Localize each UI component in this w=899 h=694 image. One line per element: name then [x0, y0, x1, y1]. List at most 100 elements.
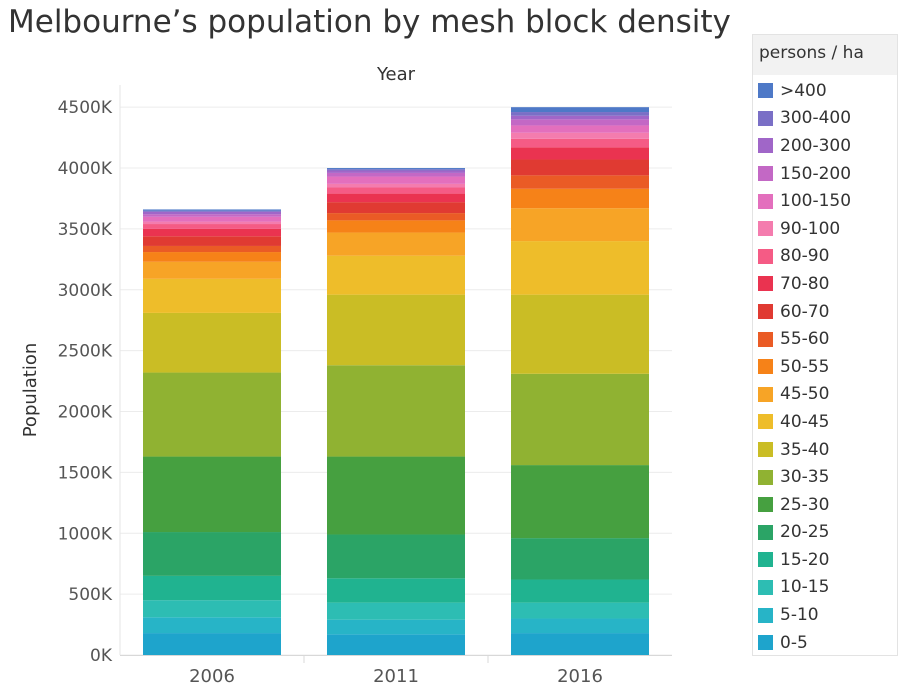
legend-swatch: [758, 359, 773, 375]
bar-segment: [143, 228, 281, 237]
legend-item[interactable]: 0-5: [753, 629, 897, 657]
bar-segment: [511, 125, 649, 133]
x-tick-label: 2011: [373, 666, 419, 687]
legend-label: 150-200: [780, 163, 852, 184]
bar-segment: [327, 183, 465, 188]
x-tick-label: 2006: [189, 666, 235, 687]
legend-title: persons / ha: [753, 35, 897, 75]
legend-swatch: [758, 579, 773, 595]
bar-segment: [327, 220, 465, 233]
legend-label: 55-60: [780, 329, 830, 350]
legend-item[interactable]: 70-80: [753, 270, 897, 298]
legend-item[interactable]: 50-55: [753, 353, 897, 381]
bar-segment: [143, 372, 281, 457]
bar-segment: [143, 532, 281, 576]
legend-label: 60-70: [780, 301, 830, 322]
legend-item[interactable]: 55-60: [753, 325, 897, 353]
legend-item[interactable]: 25-30: [753, 491, 897, 519]
bar-segment: [327, 534, 465, 579]
y-tick-label: 500K: [68, 585, 112, 605]
bar-segment: [327, 172, 465, 177]
bar-segment: [143, 456, 281, 533]
legend-swatch: [758, 414, 773, 430]
legend[interactable]: persons / ha >400 300-400 200-300 150-200 10…: [752, 34, 898, 656]
bar-segment: [327, 213, 465, 221]
legend-label: 90-100: [780, 218, 841, 239]
legend-item[interactable]: 100-150: [753, 187, 897, 215]
legend-item[interactable]: 10-15: [753, 574, 897, 602]
bar-segment: [143, 617, 281, 634]
legend-item[interactable]: 15-20: [753, 546, 897, 574]
legend-swatch: [758, 442, 773, 458]
bar-segment: [327, 202, 465, 214]
legend-label: 5-10: [780, 605, 819, 626]
bar-segment: [327, 170, 465, 173]
legend-label: 0-5: [780, 632, 808, 653]
legend-item[interactable]: 200-300: [753, 132, 897, 160]
legend-label: 30-35: [780, 467, 830, 488]
legend-swatch: [758, 607, 773, 623]
legend-swatch: [758, 635, 773, 651]
bar-segment: [511, 579, 649, 603]
bar-segment: [511, 175, 649, 189]
legend-item[interactable]: 35-40: [753, 436, 897, 464]
y-tick-label: 0K: [90, 646, 113, 666]
y-tick-label: 1500K: [58, 463, 113, 483]
legend-swatch: [758, 248, 773, 264]
legend-label: 40-45: [780, 411, 830, 432]
legend-item[interactable]: 300-400: [753, 105, 897, 133]
bar-segment: [327, 168, 465, 170]
bar-segment: [511, 633, 649, 655]
bar-segment: [327, 365, 465, 457]
legend-label: 70-80: [780, 273, 830, 294]
legend-item[interactable]: 150-200: [753, 160, 897, 188]
legend-item[interactable]: 45-50: [753, 381, 897, 409]
bar-segment: [143, 214, 281, 217]
bar-segment: [143, 209, 281, 211]
legend-item[interactable]: 90-100: [753, 215, 897, 243]
legend-swatch: [758, 221, 773, 237]
legend-item[interactable]: 30-35: [753, 463, 897, 491]
legend-label: 80-90: [780, 246, 830, 267]
bar-segment: [143, 575, 281, 601]
bar-segment: [511, 138, 649, 148]
bar-segment: [143, 278, 281, 313]
bar-segment: [327, 232, 465, 256]
bar-segment: [143, 210, 281, 212]
legend-label: 20-25: [780, 522, 830, 543]
y-tick-label: 2500K: [58, 342, 113, 362]
legend-label: 100-150: [780, 191, 852, 212]
legend-label: >400: [780, 80, 827, 101]
legend-item[interactable]: >400: [753, 77, 897, 105]
legend-label: 45-50: [780, 384, 830, 405]
y-tick-label: 3000K: [58, 281, 113, 301]
bar-segment: [511, 115, 649, 120]
bar-segment: [327, 176, 465, 184]
legend-item[interactable]: 5-10: [753, 601, 897, 629]
legend-item[interactable]: 40-45: [753, 408, 897, 436]
legend-swatch: [758, 276, 773, 292]
bar-segment: [327, 634, 465, 655]
legend-swatch: [758, 469, 773, 485]
x-tick-label: 2016: [557, 666, 603, 687]
y-tick-label: 4000K: [58, 159, 113, 179]
legend-swatch: [758, 386, 773, 402]
bar-segment: [511, 147, 649, 160]
legend-item[interactable]: 80-90: [753, 243, 897, 271]
legend-swatch: [758, 193, 773, 209]
y-tick-label: 2000K: [58, 403, 113, 423]
bar-segment: [511, 465, 649, 539]
legend-label: 35-40: [780, 439, 830, 460]
bar-segment: [511, 188, 649, 209]
bar-segment: [327, 619, 465, 635]
bar-segment: [511, 159, 649, 176]
bar-segment: [511, 538, 649, 580]
legend-item[interactable]: 20-25: [753, 519, 897, 547]
bar-segment: [143, 312, 281, 373]
bar-segment: [143, 252, 281, 262]
legend-label: 50-55: [780, 356, 830, 377]
bar-segment: [143, 600, 281, 618]
legend-item[interactable]: 60-70: [753, 298, 897, 326]
legend-label: 15-20: [780, 549, 830, 570]
legend-swatch: [758, 110, 773, 126]
